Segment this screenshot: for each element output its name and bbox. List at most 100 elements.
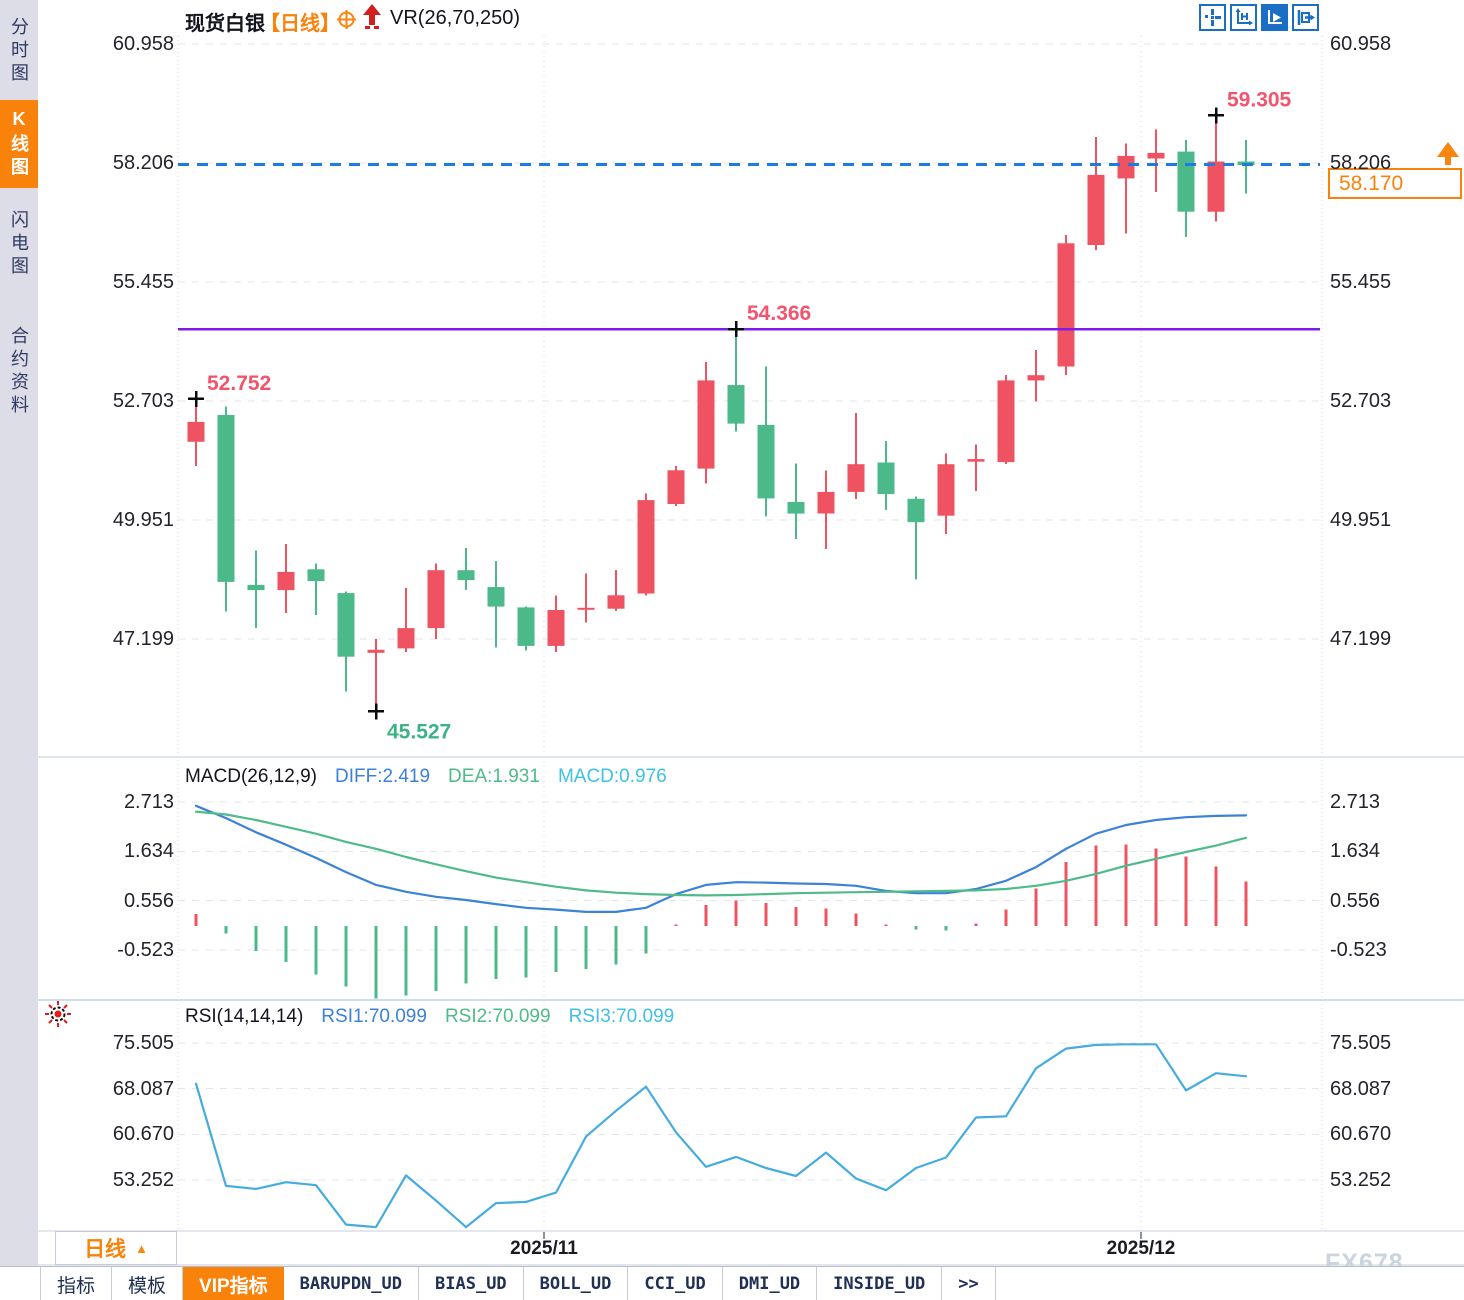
candle bbox=[367, 638, 385, 712]
target-icon[interactable] bbox=[336, 9, 357, 35]
current-price-tag: 58.170 bbox=[1328, 168, 1462, 199]
price-tag-arrow-icon bbox=[1437, 142, 1459, 165]
svg-text:54.366: 54.366 bbox=[747, 302, 811, 325]
rsi3-value: RSI3:70.099 bbox=[568, 1006, 675, 1027]
candle bbox=[427, 563, 445, 639]
toolbar-export-icon[interactable] bbox=[1292, 4, 1319, 31]
candle bbox=[667, 465, 685, 507]
candle bbox=[277, 543, 295, 614]
candle bbox=[217, 406, 235, 612]
indicator-settings-icon[interactable] bbox=[44, 1000, 72, 1033]
candle bbox=[817, 470, 835, 550]
period-selector[interactable]: 日线 ▲ bbox=[55, 1231, 177, 1265]
candle bbox=[1147, 129, 1165, 192]
candle bbox=[1087, 136, 1105, 251]
macd-dea-value: DEA:1.931 bbox=[448, 766, 540, 787]
rsi-axis-label: 53.252 bbox=[112, 1169, 174, 1191]
candle bbox=[577, 573, 595, 623]
svg-text:52.752: 52.752 bbox=[207, 372, 271, 395]
macd-legend: MACD(26,12,9) DIFF:2.419 DEA:1.931 MACD:0.9… bbox=[185, 766, 685, 788]
tab-bar-corner bbox=[0, 1267, 41, 1300]
tab-inside[interactable]: INSIDE_UD bbox=[817, 1267, 943, 1300]
tab-dmi[interactable]: DMI_UD bbox=[723, 1267, 818, 1300]
tab-more[interactable]: >> bbox=[942, 1267, 996, 1300]
candle bbox=[967, 444, 985, 492]
macd-axis-label: 2.713 bbox=[123, 791, 174, 813]
candle bbox=[397, 587, 415, 652]
candle bbox=[787, 463, 805, 540]
price-axis-label: 58.206 bbox=[112, 152, 174, 174]
macd-histogram bbox=[194, 844, 1248, 999]
candle bbox=[847, 412, 865, 499]
sidebar-item-kline-chart[interactable]: K线图 bbox=[0, 100, 38, 188]
price-axis-label: 52.703 bbox=[112, 389, 174, 412]
candle bbox=[697, 361, 715, 484]
price-axis-label: 49.951 bbox=[1330, 508, 1392, 531]
candle bbox=[517, 606, 535, 651]
rsi-axis-label: 75.505 bbox=[112, 1032, 174, 1054]
rsi-axis-label: 75.505 bbox=[1330, 1032, 1392, 1054]
period-tag[interactable]: 【日线】 bbox=[260, 13, 340, 35]
toolbar-move-icon[interactable] bbox=[1199, 4, 1226, 31]
price-axis-label: 47.199 bbox=[112, 628, 174, 650]
tab-vip-indicator[interactable]: VIP指标 bbox=[183, 1267, 284, 1300]
tab-cci[interactable]: CCI_UD bbox=[628, 1267, 723, 1300]
sidebar-item-minute-chart[interactable]: 分时图 bbox=[0, 4, 38, 98]
macd-macd-value: MACD:0.976 bbox=[557, 766, 667, 787]
price-axis-label: 55.455 bbox=[112, 270, 174, 293]
svg-text:45.527: 45.527 bbox=[387, 720, 451, 743]
sidebar-item-flash-chart[interactable]: 闪电图 bbox=[0, 192, 38, 296]
rsi2-value: RSI2:70.099 bbox=[444, 1006, 551, 1027]
macd-axis-label: -0.523 bbox=[117, 939, 174, 961]
period-selector-label: 日线 bbox=[84, 1238, 127, 1261]
indicator-tab-bar: 指标 模板 VIP指标 BARUPDN_UD BIAS_UD BOLL_UD CCI_UD D… bbox=[0, 1266, 1464, 1300]
tab-indicator[interactable]: 指标 bbox=[41, 1267, 113, 1300]
price-axis-label: 49.951 bbox=[112, 508, 174, 531]
symbol-title: 现货白银 bbox=[185, 13, 265, 35]
candle bbox=[637, 493, 655, 596]
macd-axis-label: 0.556 bbox=[123, 889, 174, 912]
tab-template[interactable]: 模板 bbox=[112, 1267, 184, 1300]
gridlines bbox=[38, 36, 1464, 1266]
candle bbox=[607, 570, 625, 611]
x-axis-date-label: 2025/12 bbox=[1106, 1238, 1176, 1259]
candle bbox=[1057, 235, 1075, 376]
candle bbox=[337, 591, 355, 692]
triangle-up-icon: ▲ bbox=[135, 1240, 148, 1256]
sidebar-item-contract-info[interactable]: 合约资料 bbox=[0, 298, 38, 446]
macd-diff-line bbox=[194, 804, 1248, 914]
candle bbox=[727, 328, 745, 432]
price-annotations: 52.752 45.527 54.366 59.305 bbox=[188, 88, 1292, 743]
svg-text:59.305: 59.305 bbox=[1227, 88, 1292, 111]
candle bbox=[247, 550, 265, 629]
macd-axis-label: 1.634 bbox=[123, 840, 174, 863]
macd-diff-value: DIFF:2.419 bbox=[335, 766, 431, 787]
indicator-label: VR(26,70,250) bbox=[390, 7, 521, 29]
candle bbox=[547, 595, 565, 652]
tab-barupdn[interactable]: BARUPDN_UD bbox=[284, 1267, 420, 1300]
macd-axis-label: 1.634 bbox=[1330, 840, 1381, 863]
candle bbox=[997, 375, 1015, 464]
price-axis-label: 55.455 bbox=[1330, 270, 1392, 293]
candle bbox=[1207, 115, 1225, 222]
candle bbox=[1027, 350, 1045, 402]
tab-boll[interactable]: BOLL_UD bbox=[524, 1267, 629, 1300]
toolbar-axis-play-icon[interactable] bbox=[1261, 4, 1288, 31]
macd-title: MACD(26,12,9) bbox=[185, 766, 317, 787]
price-axis-label: 52.703 bbox=[1330, 389, 1392, 412]
toolbar-axis-scale-icon[interactable] bbox=[1230, 4, 1257, 31]
price-axis-label: 60.958 bbox=[112, 33, 174, 55]
x-axis-date-label: 2025/11 bbox=[510, 1238, 578, 1259]
tab-bias[interactable]: BIAS_UD bbox=[419, 1267, 524, 1300]
candle bbox=[307, 563, 325, 616]
candle bbox=[187, 398, 205, 466]
price-axis-label: 47.199 bbox=[1330, 628, 1392, 650]
rsi-line bbox=[194, 1043, 1248, 1229]
rsi-axis-label: 53.252 bbox=[1330, 1169, 1392, 1191]
rsi-title: RSI(14,14,14) bbox=[185, 1006, 304, 1027]
current-price-value: 58.170 bbox=[1339, 172, 1404, 195]
rsi-axis-label: 68.087 bbox=[112, 1077, 174, 1100]
candle bbox=[877, 440, 895, 511]
